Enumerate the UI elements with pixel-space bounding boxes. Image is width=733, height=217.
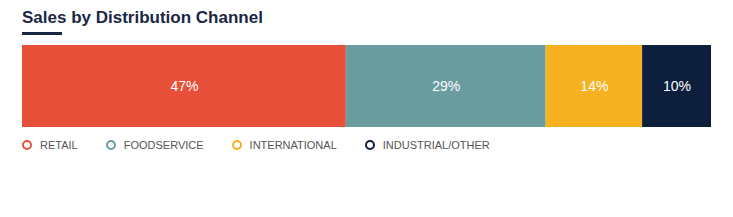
svg-text:29%: 29%: [432, 78, 460, 94]
html-text:FOODSERVICE: FOODSERVICE: [123, 139, 204, 151]
svg-text:14%: 14%: [580, 78, 608, 94]
html-text:INTERNATIONAL: INTERNATIONAL: [249, 139, 337, 151]
svg-text:10%: 10%: [663, 78, 691, 94]
html-text:INDUSTRIAL/OTHER: INDUSTRIAL/OTHER: [382, 139, 490, 151]
svg-text:47%: 47%: [170, 78, 198, 94]
html-text:Sales by Distribution Channel: Sales by Distribution Channel: [22, 8, 263, 27]
html-text:RETAIL: RETAIL: [40, 139, 78, 151]
